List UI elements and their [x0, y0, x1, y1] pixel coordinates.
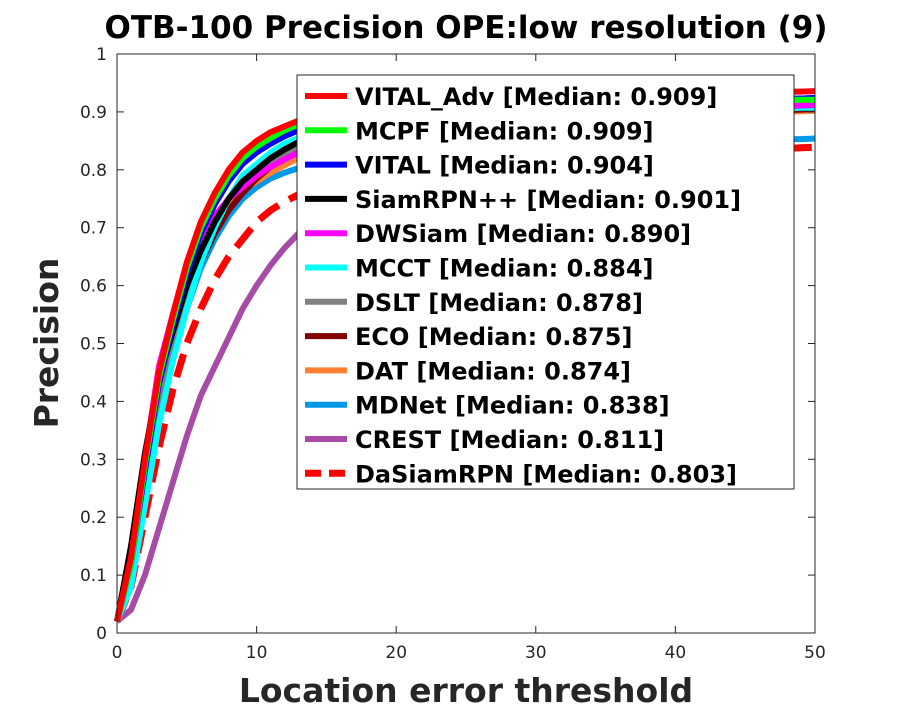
y-tick-label: 1	[96, 45, 107, 65]
y-tick-label: 0.2	[80, 508, 107, 528]
y-tick-label: 0.8	[80, 161, 107, 181]
y-tick-label: 0.9	[80, 103, 107, 123]
x-axis-label: Location error threshold	[239, 671, 693, 710]
legend-label-7: DSLT [Median: 0.878]	[355, 289, 643, 317]
y-tick-label: 0.7	[80, 219, 107, 239]
y-tick-label: 0.4	[80, 392, 107, 412]
y-tick-label: 0.5	[80, 335, 107, 355]
axes: 0 10 20 30 40 50 0 0.1 0.2 0.3 0.4 0.5 0.6 0.7 0.8 0.9 1	[80, 45, 826, 663]
legend-label-3: VITAL [Median: 0.904]	[355, 152, 654, 180]
x-tick-label: 10	[246, 643, 268, 663]
legend-label-4: SiamRPN++ [Median: 0.901]	[355, 186, 741, 214]
y-tick-label: 0	[96, 624, 107, 644]
x-tick-label: 0	[112, 643, 123, 663]
legend-label-5: DWSiam [Median: 0.890]	[355, 220, 691, 248]
legend-label-10: MDNet [Median: 0.838]	[355, 392, 670, 420]
x-tick-label: 50	[804, 643, 826, 663]
legend-box	[296, 74, 795, 490]
legend-label-12: DaSiamRPN [Median: 0.803]	[355, 460, 737, 488]
x-tick-label: 40	[665, 643, 687, 663]
x-tick-label: 30	[525, 643, 547, 663]
legend: VITAL_Adv [Median: 0.909] MCPF [Median: 0…	[296, 74, 795, 490]
legend-label-6: MCCT [Median: 0.884]	[355, 255, 654, 283]
x-tick-label: 20	[385, 643, 407, 663]
y-axis-label: Precision	[27, 258, 66, 429]
legend-label-9: DAT [Median: 0.874]	[355, 357, 631, 385]
chart-title: OTB-100 Precision OPE:low resolution (9)	[104, 10, 827, 46]
legend-label-8: ECO [Median: 0.875]	[355, 323, 632, 351]
legend-label-2: MCPF [Median: 0.909]	[355, 117, 654, 145]
legend-label-11: CREST [Median: 0.811]	[355, 426, 664, 454]
y-tick-label: 0.3	[80, 450, 107, 470]
legend-label-1: VITAL_Adv [Median: 0.909]	[355, 83, 717, 111]
y-tick-label: 0.1	[80, 566, 107, 586]
y-tick-label: 0.6	[80, 277, 107, 297]
